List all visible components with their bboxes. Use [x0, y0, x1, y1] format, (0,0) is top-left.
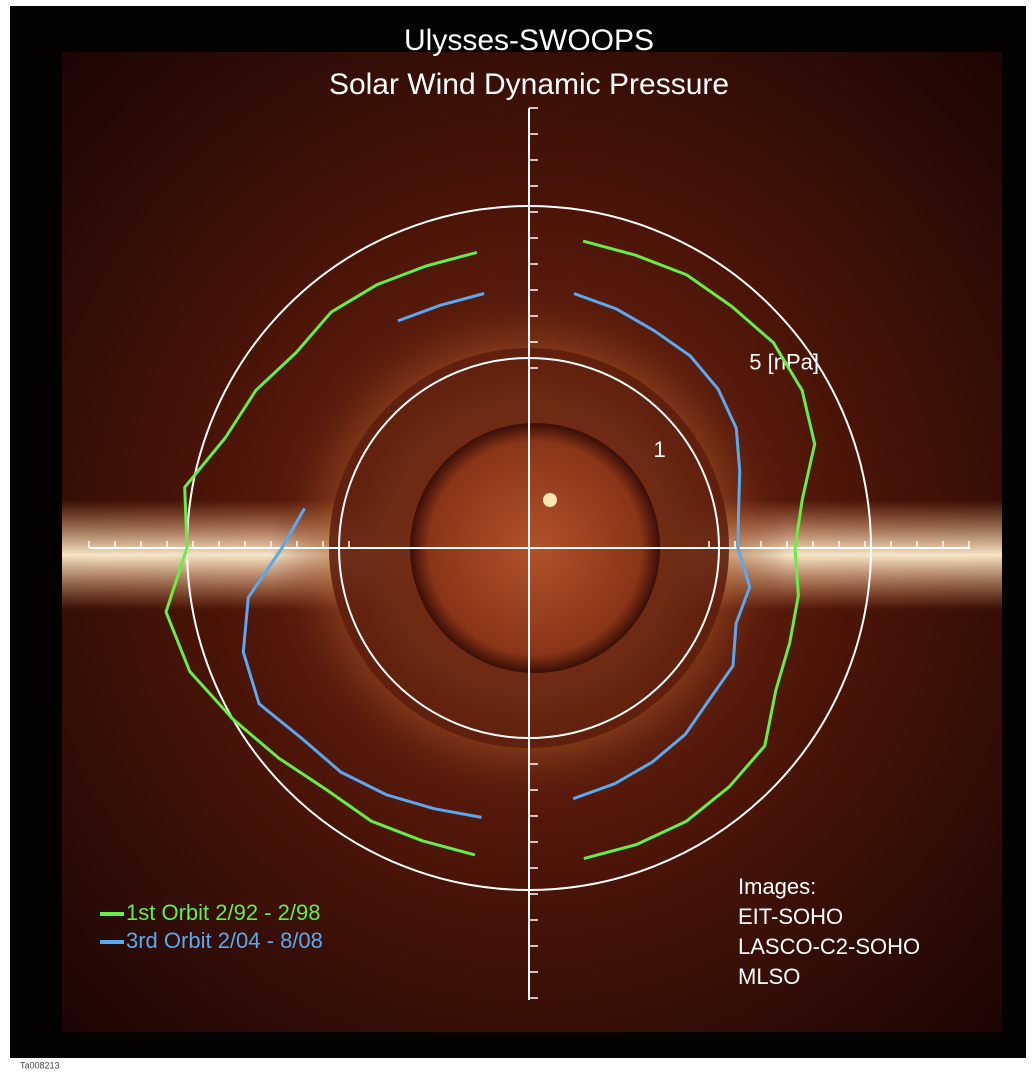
- chart-title: Ulysses-SWOOPS: [404, 24, 654, 57]
- annotation: LASCO-C2-SOHO: [738, 934, 920, 959]
- series-line: [397, 292, 485, 323]
- plot: 15 [nPa]: [88, 107, 970, 1000]
- image-id: Ta008213: [20, 1060, 60, 1070]
- annotation: EIT-SOHO: [738, 904, 843, 929]
- series-line: [582, 239, 817, 861]
- annotation: MLSO: [738, 964, 800, 989]
- series-line: [572, 292, 752, 801]
- legend-label: 1st Orbit 2/92 - 2/98: [126, 900, 320, 925]
- chart-subtitle: Solar Wind Dynamic Pressure: [329, 68, 729, 101]
- legend-label: 3rd Orbit 2/04 - 8/08: [126, 928, 323, 953]
- annotation: Images:: [738, 874, 816, 899]
- active-region: [543, 493, 557, 507]
- series-line: [164, 250, 478, 857]
- r-tick-label: 1: [654, 437, 666, 462]
- grid-ring: [338, 357, 720, 739]
- series-line: [241, 507, 482, 819]
